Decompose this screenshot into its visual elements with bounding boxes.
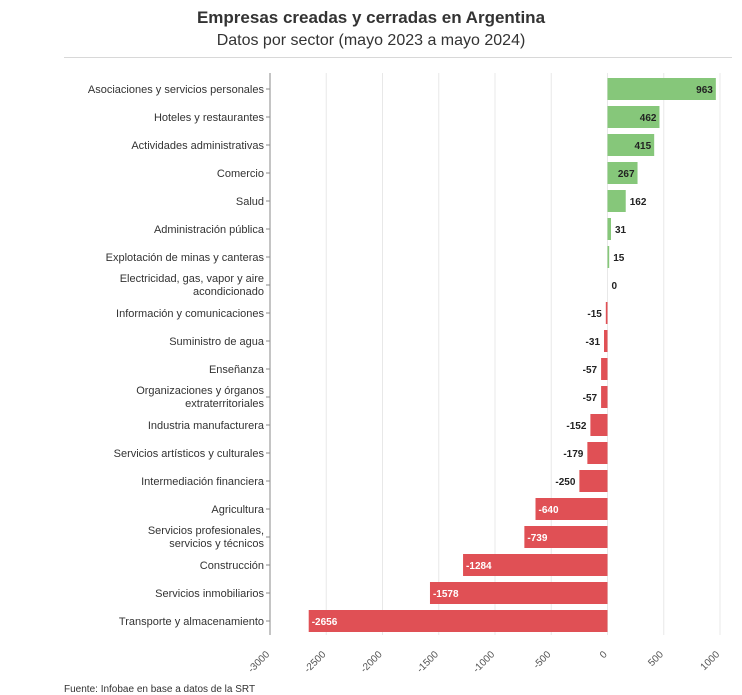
x-tick-label: 0 bbox=[598, 649, 610, 661]
category-label: Servicios inmobiliarios bbox=[155, 588, 264, 600]
bar bbox=[604, 330, 608, 352]
category-label: Comercio bbox=[217, 168, 264, 180]
category-label: Explotación de minas y canteras bbox=[106, 252, 265, 264]
bar bbox=[607, 246, 610, 268]
x-tick-label: -500 bbox=[531, 649, 553, 671]
bar bbox=[524, 526, 608, 548]
value-label: -2656 bbox=[312, 617, 338, 628]
bar bbox=[590, 414, 608, 436]
bar bbox=[601, 358, 608, 380]
chart-title: Empresas creadas y cerradas en Argentina bbox=[196, 8, 546, 27]
value-label: -57 bbox=[583, 365, 598, 376]
bar bbox=[607, 78, 716, 100]
category-label: Intermediación financiera bbox=[141, 476, 265, 488]
bar bbox=[605, 302, 608, 324]
category-label: Industria manufacturera bbox=[148, 420, 265, 432]
value-label: 31 bbox=[615, 225, 627, 236]
bar bbox=[607, 134, 655, 156]
category-label: Hoteles y restaurantes bbox=[154, 112, 265, 124]
x-tick-label: 1000 bbox=[699, 649, 723, 673]
bar bbox=[429, 582, 608, 604]
x-tick-label: -2000 bbox=[359, 649, 385, 675]
value-label: -57 bbox=[583, 393, 598, 404]
category-label: Enseñanza bbox=[209, 364, 265, 376]
category-label: Transporte y almacenamiento bbox=[119, 616, 264, 628]
value-label: -1578 bbox=[433, 589, 459, 600]
category-label: Agricultura bbox=[211, 504, 264, 516]
bar bbox=[579, 470, 608, 492]
x-tick-label: -1500 bbox=[415, 649, 441, 675]
source-note: Fuente: Infobae en base a datos de la SR… bbox=[64, 684, 256, 695]
category-label: Salud bbox=[236, 196, 264, 208]
value-label: 0 bbox=[612, 281, 618, 292]
value-label: 462 bbox=[640, 113, 657, 124]
category-label: Actividades administrativas bbox=[131, 140, 264, 152]
x-tick-label: 500 bbox=[646, 649, 666, 669]
bar bbox=[535, 498, 608, 520]
value-label: -31 bbox=[586, 337, 601, 348]
x-tick-label: -3000 bbox=[246, 649, 272, 675]
category-label: Construcción bbox=[200, 560, 264, 572]
value-label: 15 bbox=[613, 253, 625, 264]
bar bbox=[607, 162, 638, 184]
bar bbox=[308, 610, 608, 632]
x-tick-label: -2500 bbox=[303, 649, 329, 675]
value-label: -250 bbox=[555, 477, 575, 488]
value-label: 267 bbox=[618, 169, 635, 180]
value-label: -739 bbox=[527, 533, 547, 544]
value-label: -152 bbox=[566, 421, 586, 432]
bar bbox=[607, 218, 611, 240]
x-tick-label: -1000 bbox=[471, 649, 497, 675]
category-label: Asociaciones y servicios personales bbox=[88, 84, 265, 96]
value-label: -15 bbox=[587, 309, 602, 320]
value-label: 162 bbox=[630, 197, 647, 208]
bar bbox=[601, 386, 608, 408]
chart-subtitle: Datos por sector (mayo 2023 a mayo 2024) bbox=[216, 32, 526, 49]
bar bbox=[463, 554, 608, 576]
category-label: Electricidad, gas, vapor y aire acondicio… bbox=[120, 273, 264, 298]
value-label: 415 bbox=[635, 141, 652, 152]
bar bbox=[607, 106, 660, 128]
bar bbox=[587, 442, 608, 464]
category-label: Suministro de agua bbox=[169, 336, 265, 348]
category-label: Organizaciones y órganos extraterritorial… bbox=[136, 385, 264, 410]
bar-chart: -3000 -2500 -2000 -1500 -1000 -500 0 500 1000Aso… bbox=[88, 73, 723, 675]
title-divider bbox=[64, 57, 732, 58]
bar bbox=[607, 190, 626, 212]
category-label: Información y comunicaciones bbox=[116, 308, 264, 320]
category-label: Servicios profesionales, servicios y técn… bbox=[148, 525, 265, 550]
value-label: 963 bbox=[696, 85, 713, 96]
category-label: Administración pública bbox=[154, 224, 265, 236]
value-label: -179 bbox=[563, 449, 583, 460]
value-label: -1284 bbox=[466, 561, 492, 572]
category-label: Servicios artísticos y culturales bbox=[114, 448, 265, 460]
value-label: -640 bbox=[539, 505, 559, 516]
